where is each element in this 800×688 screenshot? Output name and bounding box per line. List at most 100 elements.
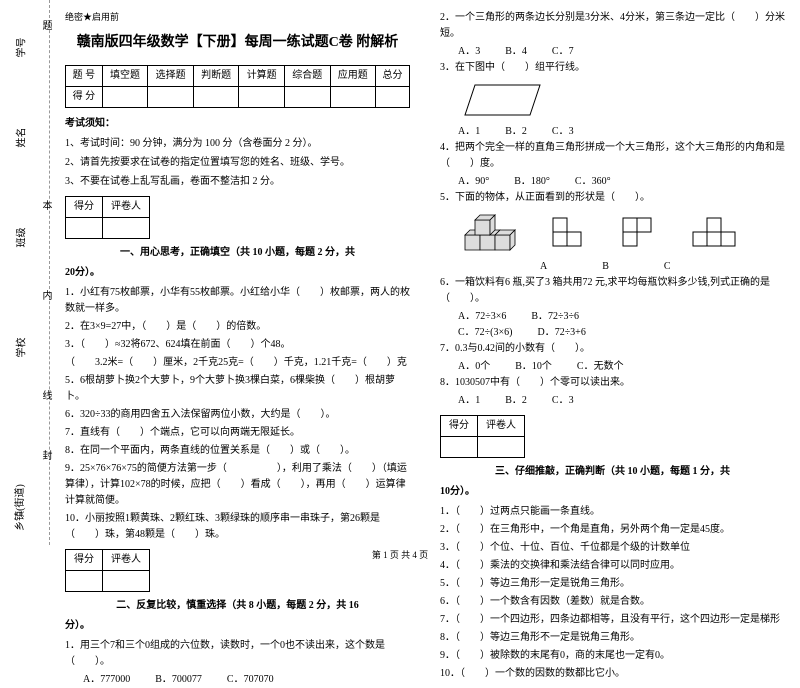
options-row: A．1 B．2 C．3 [458,393,785,409]
options-row: A．777000 B．700077 C．707070 [83,672,410,688]
score-cell: 判断题 [193,65,239,86]
left-column: 绝密★启用前 赣南版四年级数学【下册】每周一练试题C卷 附解析 题 号 填空题 … [50,0,425,545]
grader-table: 得分评卷人 [440,415,525,458]
score-cell: 选择题 [148,65,194,86]
exam-title: 赣南版四年级数学【下册】每周一练试题C卷 附解析 [65,32,410,54]
option: B．2 [505,124,527,140]
mini-cell: 得分 [441,416,478,437]
score-cell: 得 分 [66,86,103,107]
option: B．700077 [155,672,202,688]
option: A．90° [458,174,489,190]
question: 3．在下图中（ ）组平行线。 [440,60,785,76]
options-row: A．90° B．180° C．360° [458,174,785,190]
score-cell: 应用题 [330,65,376,86]
mini-cell: 评卷人 [478,416,525,437]
score-cell: 题 号 [66,65,103,86]
option: B [602,259,609,275]
option: A．0个 [458,359,490,375]
gutter-label: 姓名 [13,128,28,148]
question: 1．小红有75枚邮票，小华有55枚邮票。小红给小华（ ）枚邮票，两人的枚数就一样… [65,285,410,317]
gutter-dash: 线 [38,390,53,400]
question: 1．用三个7和三个0组成的六位数，读数时，一个0也不读出来，这个数是（ ）。 [65,638,410,670]
options-row: A．0个 B．10个 C．无数个 [458,359,785,375]
gutter-label: 学校 [13,338,28,358]
judge-item: 8．（ ）等边三角形不一定是锐角三角形。 [440,630,785,646]
question: （ 3.2米=（ ）厘米，2千克25克=（ ）千克，1.21千克=（ ）克 [65,355,410,371]
options-row: C．72÷(3×6) D．72÷3+6 [458,325,785,341]
judge-item: 10．（ ）一个数的因数的数都比它小。 [440,666,785,682]
question: 10．小丽按照1颗黄珠、2颗红珠、3颗绿珠的顺序串一串珠子，第26颗是（ ）珠，… [65,511,410,543]
score-cell: 总分 [376,65,410,86]
question: 5．6根胡萝卜换2个大萝卜，9个大萝卜换3棵白菜，6棵柴换（ ）根胡萝卜。 [65,373,410,405]
option: C．无数个 [577,359,624,375]
option: B．10个 [515,359,552,375]
score-cell: 填空题 [102,65,148,86]
shape-a-icon [550,215,590,250]
option: B．180° [514,174,550,190]
section-1-heading-cont: 20分）。 [65,265,410,281]
question: 2．一个三角形的两条边长分别是3分米、4分米，第三条边一定比（ ）分米短。 [440,10,785,42]
score-table: 题 号 填空题 选择题 判断题 计算题 综合题 应用题 总分 得 分 [65,65,410,108]
mini-cell: 评卷人 [103,196,150,217]
option: B．72÷3÷6 [531,309,579,325]
section-2-heading: 二、反复比较，慎重选择（共 8 小题，每题 2 分，共 16 [65,598,410,614]
option: A．777000 [83,672,130,688]
question: 9．25×76×76×75的简便方法第一步（ ），利用了乘法（ ）（填运算律），… [65,461,410,509]
judge-item: 9．（ ）被除数的末尾有0，商的末尾也一定有0。 [440,648,785,664]
question: 7．直线有（ ）个端点，它可以向两端无限延长。 [65,425,410,441]
option: D．72÷3+6 [537,325,585,341]
gutter-label: 班级 [13,228,28,248]
option: A．1 [458,393,480,409]
notice-item: 3、不要在试卷上乱写乱画，卷面不整洁扣 2 分。 [65,174,410,190]
page-footer: 第 1 页 共 4 页 [0,548,800,561]
judge-item: 2．（ ）在三角形中，一个角是直角，另外两个角一定是45度。 [440,522,785,538]
option: C．3 [552,393,574,409]
section-1-heading: 一、用心思考，正确填空（共 10 小题，每题 2 分，共 [65,245,410,261]
question: 6．一箱饮料有6 瓶,买了3 箱共用72 元,求平均每瓶饮料多少钱,列式正确的是… [440,275,785,307]
option: C [664,259,671,275]
options-row: A．1 B．2 C．3 [458,124,785,140]
judge-item: 7．（ ）一个四边形，四条边都相等，且没有平行，这个四边形一定是梯形 [440,612,785,628]
right-column: 2．一个三角形的两条边长分别是3分米、4分米，第三条边一定比（ ）分米短。 A．… [425,0,800,545]
section-3-heading-cont: 10分）。 [440,484,785,500]
question: 8．1030507中有（ ）个零可以读出来。 [440,375,785,391]
cube-stack-icon [460,210,520,255]
section-3-heading: 三、仔细推敲，正确判断（共 10 小题，每题 1 分，共 [440,464,785,480]
gutter-label: 乡镇(街道) [11,484,26,531]
question: 2．在3×9=27中，（ ）是（ ）的倍数。 [65,319,410,335]
section-2-heading-cont: 分）。 [65,618,410,634]
question: 6．320÷33的商用四舍五入法保留两位小数，大约是（ ）。 [65,407,410,423]
judge-item: 5．（ ）等边三角形一定是锐角三角形。 [440,576,785,592]
score-cell: 综合题 [284,65,330,86]
options-row: A．72÷3×6 B．72÷3÷6 [458,309,785,325]
mini-cell: 得分 [66,196,103,217]
option: A [540,259,547,275]
gutter-dash: 内 [38,290,53,300]
option: C．707070 [227,672,274,688]
option: A．3 [458,44,480,60]
confidential-label: 绝密★启用前 [65,10,410,24]
shapes-diagram [460,210,785,255]
gutter-label: 学号 [13,38,28,58]
question: 5．下面的物体，从正面看到的形状是（ ）。 [440,190,785,206]
shape-c-icon [690,215,745,250]
score-cell: 计算题 [239,65,285,86]
option: C．3 [552,124,574,140]
notice-heading: 考试须知： [65,116,410,132]
judge-item: 1．（ ）过两点只能画一条直线。 [440,504,785,520]
binding-gutter: 学号 姓名 班级 学校 乡镇(街道) 题 本 内 线 封 [0,0,50,545]
option: A．1 [458,124,480,140]
gutter-dash: 封 [38,450,53,460]
gutter-dash: 本 [38,200,53,210]
judge-item: 6．（ ）一个数含有因数（差数）就是合数。 [440,594,785,610]
question: 8．在同一个平面内，两条直线的位置关系是（ ）或（ ）。 [65,443,410,459]
option: C．72÷(3×6) [458,325,512,341]
option: A．72÷3×6 [458,309,506,325]
question: 4．把两个完全一样的直角三角形拼成一个大三角形，这个大三角形的内角和是（ ）度。 [440,140,785,172]
question: 3．（ ）≈32将672、624填在前面（ ）个48。 [65,337,410,353]
options-row: A B C [540,259,785,275]
option: B．2 [505,393,527,409]
option: C．7 [552,44,574,60]
shape-b-icon [620,215,660,250]
options-row: A．3 B．4 C．7 [458,44,785,60]
